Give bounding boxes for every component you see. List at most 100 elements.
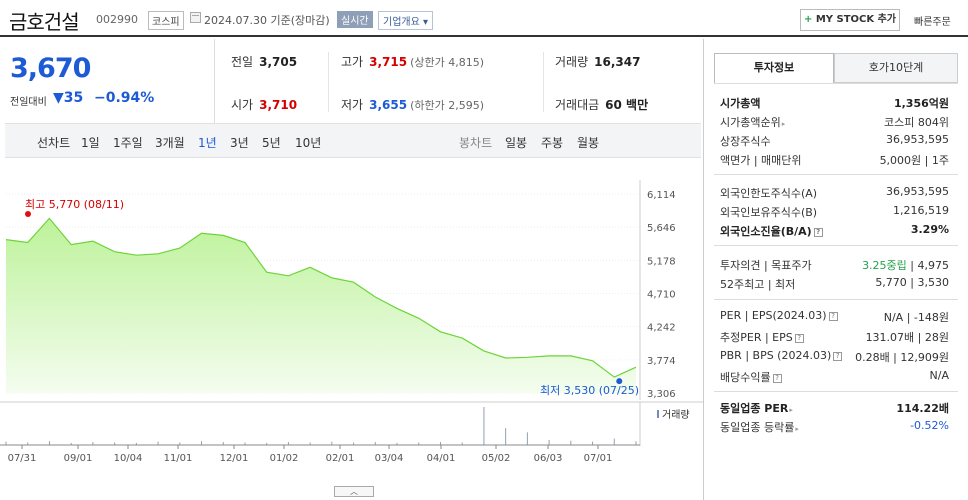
help-icon[interactable]: ? [794,333,804,343]
help-icon[interactable]: ? [833,351,843,361]
down-arrow-icon: ▼ [53,90,64,106]
volume-bar [526,432,528,445]
my-stock-add-button[interactable]: + MY STOCK 추가 [800,9,900,31]
tab-3m[interactable]: 3개월 [155,136,185,150]
x-tick-label: 05/02 [482,453,511,464]
info-key: 외국인보유주식수(B) [720,206,818,219]
x-tick-label: 09/01 [64,453,93,464]
realtime-button[interactable]: 실시간 [337,11,373,28]
price-area [6,218,636,393]
info-row: PER | EPS(2024.03)? N/A | -148원 [720,309,949,326]
y-tick-label: 4,242 [647,323,676,334]
divider [328,52,329,112]
info-value: 1,216,519 [893,204,949,217]
tab-3y[interactable]: 3년 [230,136,249,150]
tab-5y[interactable]: 5년 [262,136,281,150]
stock-code: 002990 [96,13,138,26]
tab-daily[interactable]: 일봉 [505,136,528,150]
stat-label: 저가 [341,98,364,112]
price-chart[interactable]: 6,114 5,646 5,178 4,710 4,242 3,774 3,306 최고 5… [0,160,703,485]
x-tick-label: 01/02 [270,453,299,464]
volume-bar [157,441,159,445]
stat-value: 60 백만 [605,98,649,112]
info-row: PBR | BPS (2024.03)? 0.28배 | 12,909원 [720,349,949,366]
stat-value: 3,715 [369,55,408,69]
stat-value: 3,655 [369,98,408,112]
stat-open: 시가 3,710 [231,96,297,113]
tab-hoga-10[interactable]: 호가10단계 [834,53,958,83]
info-value: 131.07배 | 28원 [865,331,949,344]
volume-bar [27,442,29,445]
info-key[interactable]: 동일업종 PER▸ [720,402,793,415]
tab-invest-info[interactable]: 투자정보 [714,53,834,83]
volume-bar [48,441,50,445]
tab-line-chart[interactable]: 선차트 [37,136,71,150]
help-icon[interactable]: ? [828,311,838,321]
expand-icon[interactable]: ▸ [789,406,793,414]
max-marker [25,211,31,217]
x-tick-label: 07/01 [584,453,613,464]
info-key: 외국인소진율(B/A)? [720,223,823,239]
volume-bar [244,442,246,445]
stat-label: 시가 [231,98,254,112]
volume-bar [592,441,594,445]
max-label: 최고 5,770 (08/11) [25,198,124,211]
info-key[interactable]: 시가총액순위▸ [720,116,786,129]
volume-legend-icon [657,410,659,418]
info-row: 시가총액순위▸ 코스피 804위 [720,114,949,131]
stock-name: 금호건설 [9,10,80,34]
tab-1y[interactable]: 1년 [198,136,217,150]
tab-1d[interactable]: 1일 [81,136,100,150]
x-tick-label: 11/01 [164,453,193,464]
divider [714,174,958,175]
info-key: 시가총액 [720,97,761,110]
expand-icon[interactable]: ▸ [795,425,799,433]
volume-bar [374,442,376,445]
company-overview-dropdown[interactable]: 기업개요 ▾ [378,11,433,30]
info-value: N/A | -148원 [883,311,949,324]
tab-monthly[interactable]: 월봉 [577,136,600,150]
info-key: 액면가 | 매매단위 [720,154,802,167]
tab-candle-chart[interactable]: 봉차트 [459,136,493,150]
info-key: 투자의견 | 목표주가 [720,259,812,272]
x-tick-label: 02/01 [326,453,355,464]
x-tick-label: 04/01 [427,453,456,464]
info-row: 배당수익률? N/A [720,369,949,386]
tab-weekly[interactable]: 주봉 [541,136,564,150]
volume-bar [309,442,311,445]
info-row: 52주최고 | 최저 5,770 | 3,530 [720,276,949,293]
price-change-rate: −0.94% [94,90,155,106]
divider [714,299,958,300]
volume-bar [505,428,507,445]
stat-volume: 거래량 16,347 [555,53,640,70]
info-row: 추정PER | EPS? 131.07배 | 28원 [720,329,949,346]
info-key: PER | EPS(2024.03)? [720,309,838,322]
quick-order-button[interactable]: 빠른주문 [914,17,951,28]
info-row: 상장주식수 36,953,595 [720,133,949,150]
x-tick-label: 10/04 [114,453,143,464]
volume-bar [266,442,268,445]
info-value: 1,356억원 [893,97,949,110]
chart-collapse-handle[interactable]: ︿ [334,486,374,497]
stat-prev: 전일 3,705 [231,53,297,70]
expand-icon[interactable]: ▸ [781,120,786,128]
stat-value: 16,347 [594,55,641,69]
info-value: 5,000원 | 1주 [879,154,949,167]
x-tick-label: 03/04 [375,453,404,464]
tab-1w[interactable]: 1주일 [113,136,143,150]
stat-value: 3,710 [259,98,298,112]
info-row: 동일업종 등락률▸ -0.52% [720,419,949,436]
info-row: 동일업종 PER▸ 114.22배 [720,400,949,417]
volume-bar [201,441,203,445]
help-icon[interactable]: ? [772,373,782,383]
volume-bar [331,441,333,445]
tab-10y[interactable]: 10년 [295,136,322,150]
help-icon[interactable]: ? [813,227,823,237]
price-change: ▼35 [53,90,83,106]
info-row: 외국인한도주식수(A) 36,953,595 [720,185,949,202]
info-value: 5,770 | 3,530 [875,276,949,289]
x-tick-label: 12/01 [220,453,249,464]
current-price: 3,670 [10,53,91,84]
stat-value: 3,705 [259,55,298,69]
info-key[interactable]: 동일업종 등락률▸ [720,421,799,434]
